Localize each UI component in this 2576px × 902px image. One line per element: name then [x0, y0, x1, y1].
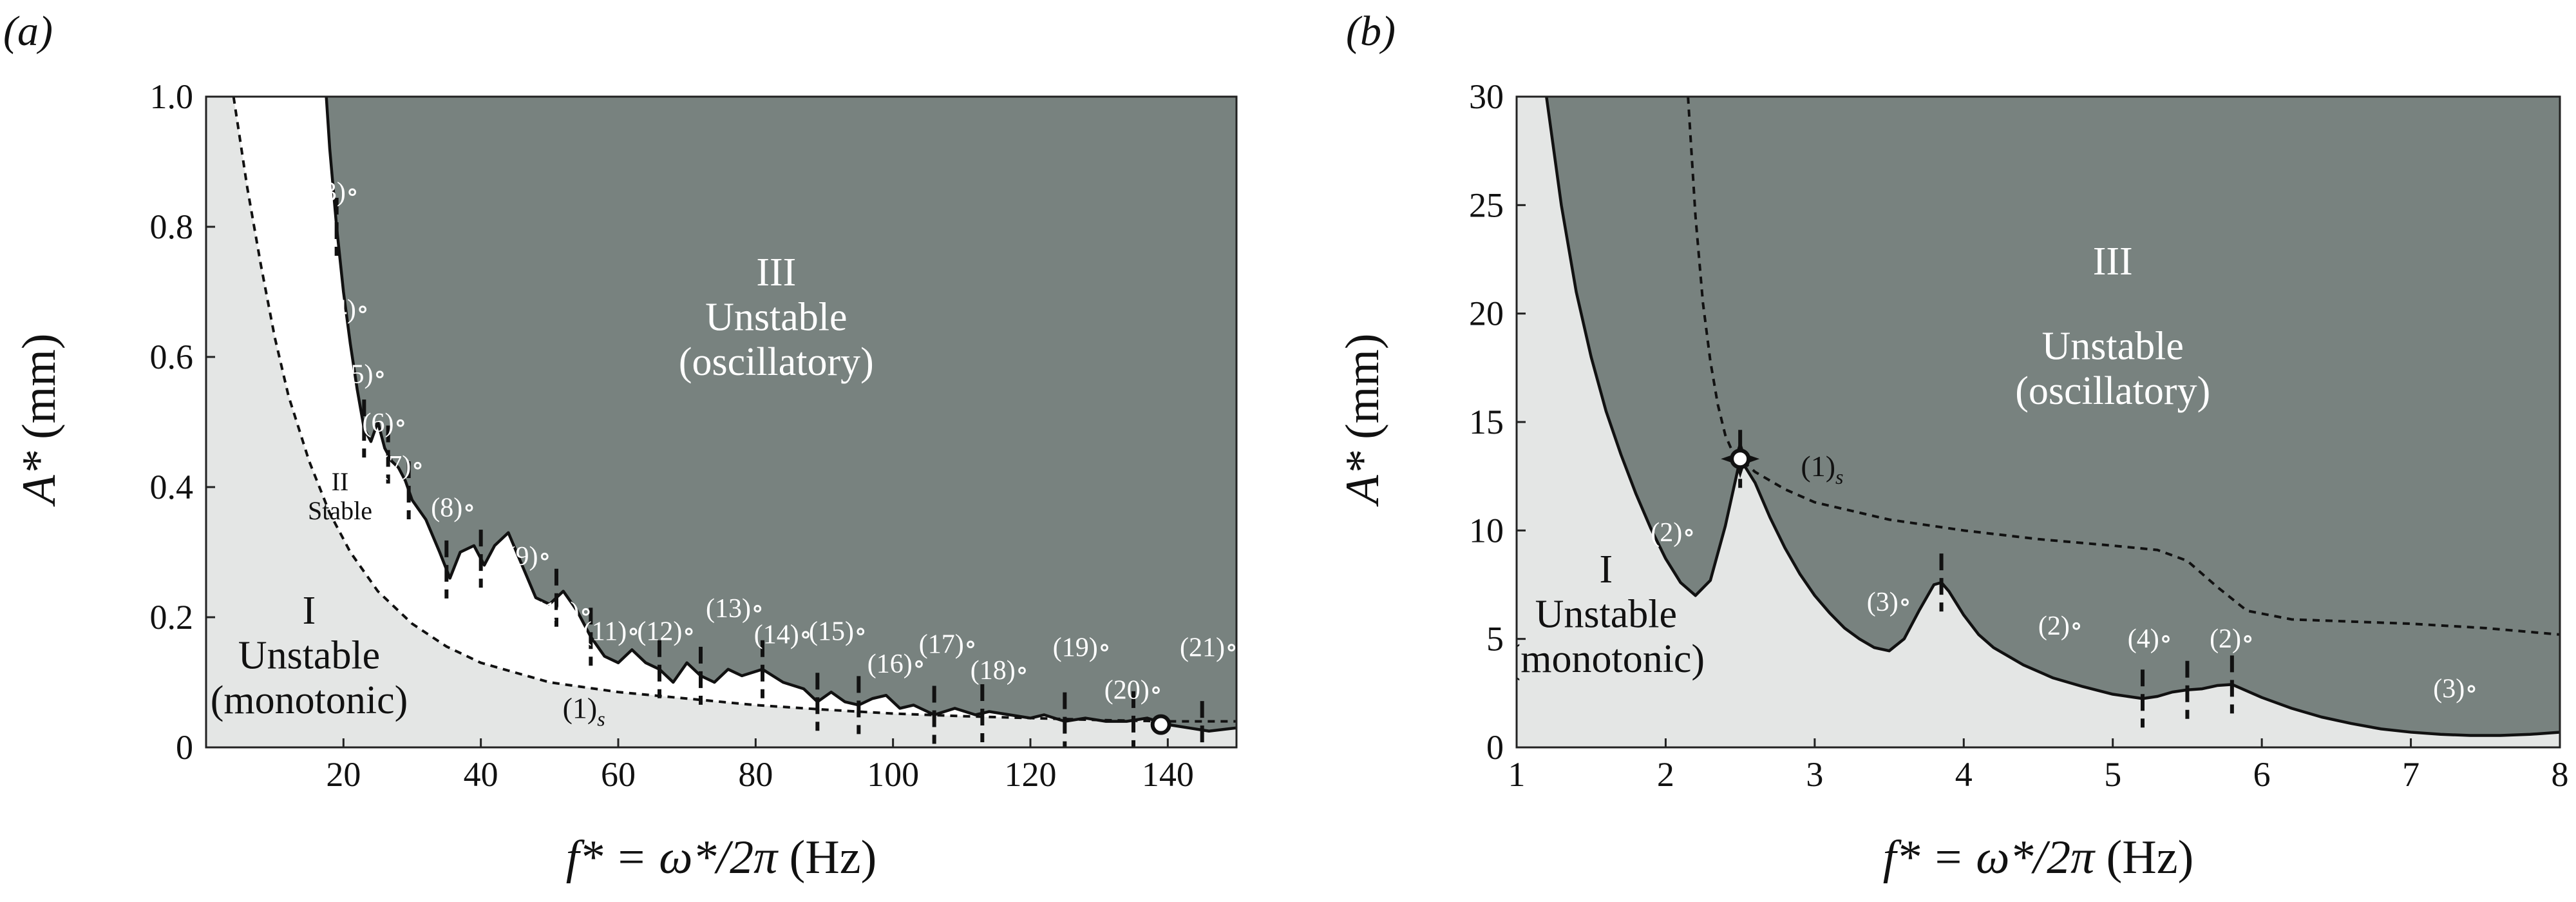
region-label: (monotonic) — [1508, 637, 1705, 681]
y-tick-label: 0 — [1486, 728, 1504, 767]
region-II — [233, 97, 1236, 731]
region-label: (oscillatory) — [2015, 369, 2210, 413]
region-label: Unstable — [2042, 324, 2184, 368]
region-label: (monotonic) — [211, 678, 408, 722]
plot-area: (3)∘(4)∘(5)∘(6)∘(7)∘(8)∘(9)∘(10)∘(11)∘(1… — [206, 97, 1238, 747]
plot-area: (2)∘(3)∘(2)∘ (4)∘ (2)∘(3)∘(1)sIIIUnstable(… — [1508, 97, 2560, 747]
x-tick-label: 1 — [1508, 755, 1526, 794]
mode-label: (3)∘ — [314, 178, 359, 207]
y-tick-label: 15 — [1469, 403, 1504, 441]
y-tick-label: 0.6 — [150, 338, 194, 376]
mode-label: (16)∘ — [867, 649, 926, 679]
point-marker — [1730, 448, 1751, 470]
x-tick-label: 5 — [2104, 755, 2121, 794]
s1-dashed-curve — [1687, 97, 2560, 636]
mode-label: (2)∘ — [2038, 611, 2083, 641]
x-tick-label: 6 — [2253, 755, 2271, 794]
x-tick-label: 140 — [1142, 755, 1194, 794]
s1-label: (1)s — [563, 692, 605, 731]
x-tick-label: 60 — [601, 755, 636, 794]
x-tick-label: 100 — [867, 755, 919, 794]
mode-label: (11)∘ — [583, 617, 640, 646]
mode-label: (3)∘ — [1867, 588, 1912, 617]
mode-label: (13)∘ — [706, 594, 764, 624]
region-label: Unstable — [705, 295, 847, 339]
mode-label: (18)∘ — [971, 656, 1029, 686]
x-tick-label: 4 — [1955, 755, 1973, 794]
y-tick-label: 5 — [1486, 620, 1504, 658]
y-tick-label: 0 — [176, 728, 193, 767]
x-tick-label: 20 — [326, 755, 361, 794]
mode-label: (2)∘ — [1651, 518, 1696, 548]
mode-label: (4)∘ — [325, 294, 370, 324]
region-label: I — [303, 589, 316, 633]
panel-b: (2)∘(3)∘(2)∘ (4)∘ (2)∘(3)∘(1)sIIIUnstable(… — [1336, 8, 2569, 884]
y-tick-label: 25 — [1469, 186, 1504, 224]
region-label: (oscillatory) — [679, 340, 874, 384]
point-marker — [1150, 714, 1171, 735]
stability-boundary-line — [1545, 97, 2560, 737]
region-label: Unstable — [238, 634, 380, 678]
s1-dashed-curve — [232, 97, 1236, 723]
region-label: II — [332, 467, 349, 496]
x-tick-label: 3 — [1806, 755, 1823, 794]
mode-label: (12)∘ — [637, 617, 696, 646]
y-tick-label: 1.0 — [150, 77, 194, 116]
panel-label: (b) — [1346, 8, 1396, 55]
mode-label: (6)∘ — [363, 408, 408, 438]
region-III — [1546, 97, 2560, 736]
y-tick-label: 0.2 — [150, 598, 194, 637]
y-tick-label: 30 — [1469, 77, 1504, 116]
y-axis-label: A* (mm) — [1336, 333, 1389, 507]
mode-label: (14)∘ — [754, 620, 813, 649]
mode-label: (8)∘ — [431, 493, 476, 523]
y-tick-label: 0.8 — [150, 207, 194, 246]
panel-a: (3)∘(4)∘(5)∘(6)∘(7)∘(8)∘(9)∘(10)∘(11)∘(1… — [3, 8, 1238, 884]
mode-label: (7)∘ — [379, 451, 424, 481]
stability-boundary-line — [325, 97, 1236, 733]
region-label: III — [756, 251, 796, 294]
region-label: III — [2093, 240, 2133, 283]
mode-label: (2)∘ — [2210, 624, 2255, 654]
x-tick-label: 8 — [2552, 755, 2569, 794]
mode-label: (4)∘ — [2128, 624, 2173, 654]
region-label: Unstable — [1535, 593, 1677, 637]
y-tick-label: 20 — [1469, 294, 1504, 333]
y-tick-label: 0.4 — [150, 468, 194, 506]
x-tick-label: 7 — [2402, 755, 2420, 794]
x-tick-label: 2 — [1657, 755, 1674, 794]
mode-label: (20)∘ — [1104, 675, 1163, 705]
x-tick-label: 120 — [1005, 755, 1057, 794]
mode-label: (5)∘ — [342, 360, 387, 389]
panel-label: (a) — [3, 8, 53, 55]
mode-label: (15)∘ — [809, 617, 867, 646]
region-label: Stable — [308, 496, 372, 525]
mode-label: (10)∘ — [534, 597, 592, 627]
x-axis-label: f* = ω*/2π (Hz) — [566, 831, 876, 884]
mode-label: (3)∘ — [2433, 675, 2478, 704]
x-tick-label: 40 — [464, 755, 498, 794]
s1-label: (1)s — [1801, 450, 1843, 488]
axes-frame — [205, 95, 1238, 749]
x-tick-label: 80 — [738, 755, 773, 794]
mode-label: (21)∘ — [1180, 633, 1238, 663]
y-axis-label: A* (mm) — [13, 333, 66, 507]
region-III — [326, 97, 1236, 731]
region-label: I — [1600, 548, 1613, 591]
mode-label: (19)∘ — [1053, 633, 1112, 663]
x-axis-label: f* = ω*/2π (Hz) — [1883, 831, 2193, 884]
mode-label: (9)∘ — [507, 542, 552, 571]
y-tick-label: 10 — [1469, 511, 1504, 550]
mode-label: (17)∘ — [919, 630, 978, 660]
